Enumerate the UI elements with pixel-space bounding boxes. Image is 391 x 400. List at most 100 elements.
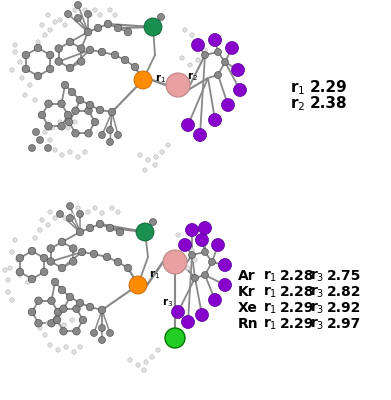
Circle shape	[156, 348, 160, 352]
Circle shape	[124, 264, 132, 272]
Text: Xe: Xe	[238, 301, 258, 315]
Circle shape	[212, 238, 224, 252]
Circle shape	[34, 44, 42, 52]
Circle shape	[66, 293, 74, 301]
Circle shape	[124, 28, 132, 36]
Circle shape	[75, 14, 81, 22]
Circle shape	[8, 266, 12, 270]
Circle shape	[68, 206, 72, 210]
Circle shape	[22, 51, 30, 59]
Circle shape	[78, 345, 82, 349]
Circle shape	[13, 50, 17, 54]
Circle shape	[215, 48, 221, 56]
Circle shape	[158, 14, 165, 20]
Circle shape	[90, 330, 97, 336]
Text: 2.28: 2.28	[280, 269, 314, 283]
Circle shape	[143, 168, 147, 172]
Circle shape	[3, 268, 7, 272]
Circle shape	[22, 65, 30, 73]
Circle shape	[68, 13, 72, 17]
Circle shape	[179, 238, 192, 252]
Circle shape	[48, 28, 52, 32]
Text: 2.29: 2.29	[310, 80, 348, 95]
Circle shape	[66, 64, 74, 72]
Circle shape	[219, 258, 231, 272]
Circle shape	[106, 138, 113, 146]
Circle shape	[18, 60, 22, 64]
Circle shape	[183, 28, 187, 32]
Circle shape	[198, 40, 202, 44]
Circle shape	[98, 306, 106, 314]
Circle shape	[10, 298, 14, 302]
Circle shape	[55, 45, 63, 52]
Circle shape	[45, 122, 52, 130]
Circle shape	[10, 68, 14, 72]
Circle shape	[150, 355, 154, 359]
Text: r$_3$: r$_3$	[310, 317, 325, 332]
Circle shape	[16, 268, 24, 276]
Text: r$_1$: r$_1$	[263, 301, 277, 316]
Circle shape	[85, 107, 92, 114]
Circle shape	[16, 258, 20, 262]
Circle shape	[60, 153, 64, 157]
Circle shape	[91, 118, 99, 126]
Circle shape	[57, 210, 63, 218]
Text: 2.92: 2.92	[327, 301, 361, 315]
Circle shape	[116, 228, 124, 236]
Circle shape	[106, 126, 113, 134]
Circle shape	[192, 38, 204, 52]
Circle shape	[73, 8, 77, 12]
Text: Rn: Rn	[238, 317, 258, 331]
Text: r$_1$: r$_1$	[263, 269, 277, 284]
Circle shape	[93, 8, 97, 12]
Circle shape	[160, 150, 164, 154]
Circle shape	[70, 245, 77, 252]
Circle shape	[94, 24, 102, 32]
Text: r$_3$: r$_3$	[310, 301, 325, 316]
Text: r$_3$: r$_3$	[310, 269, 325, 284]
Circle shape	[33, 236, 37, 240]
Circle shape	[55, 58, 63, 65]
Circle shape	[134, 71, 152, 89]
Circle shape	[231, 64, 244, 76]
Circle shape	[65, 118, 73, 126]
Circle shape	[84, 10, 91, 18]
Circle shape	[76, 228, 84, 236]
Circle shape	[20, 76, 24, 80]
Circle shape	[77, 45, 85, 52]
Circle shape	[86, 46, 94, 54]
Circle shape	[193, 258, 197, 262]
Circle shape	[45, 144, 52, 152]
Circle shape	[53, 216, 57, 220]
Circle shape	[226, 42, 239, 54]
Circle shape	[199, 222, 212, 234]
Circle shape	[99, 324, 106, 332]
Circle shape	[221, 58, 228, 66]
Circle shape	[58, 264, 66, 272]
Circle shape	[43, 333, 47, 337]
Circle shape	[54, 308, 62, 316]
Circle shape	[70, 213, 74, 217]
Circle shape	[113, 13, 117, 17]
Circle shape	[35, 320, 42, 327]
Circle shape	[72, 130, 79, 137]
Circle shape	[115, 132, 122, 138]
Circle shape	[131, 63, 139, 71]
Circle shape	[208, 114, 221, 126]
Circle shape	[165, 328, 185, 348]
Circle shape	[46, 223, 50, 227]
Circle shape	[180, 56, 184, 60]
Circle shape	[83, 8, 87, 12]
Circle shape	[78, 248, 86, 256]
Text: 2.82: 2.82	[327, 285, 362, 299]
Circle shape	[90, 250, 98, 258]
Circle shape	[163, 250, 187, 274]
Circle shape	[23, 93, 27, 97]
Circle shape	[201, 52, 208, 58]
Circle shape	[149, 218, 156, 226]
Circle shape	[40, 218, 44, 222]
Circle shape	[66, 126, 70, 130]
Circle shape	[98, 13, 102, 17]
Circle shape	[129, 276, 147, 294]
Text: 2.29: 2.29	[280, 301, 314, 315]
